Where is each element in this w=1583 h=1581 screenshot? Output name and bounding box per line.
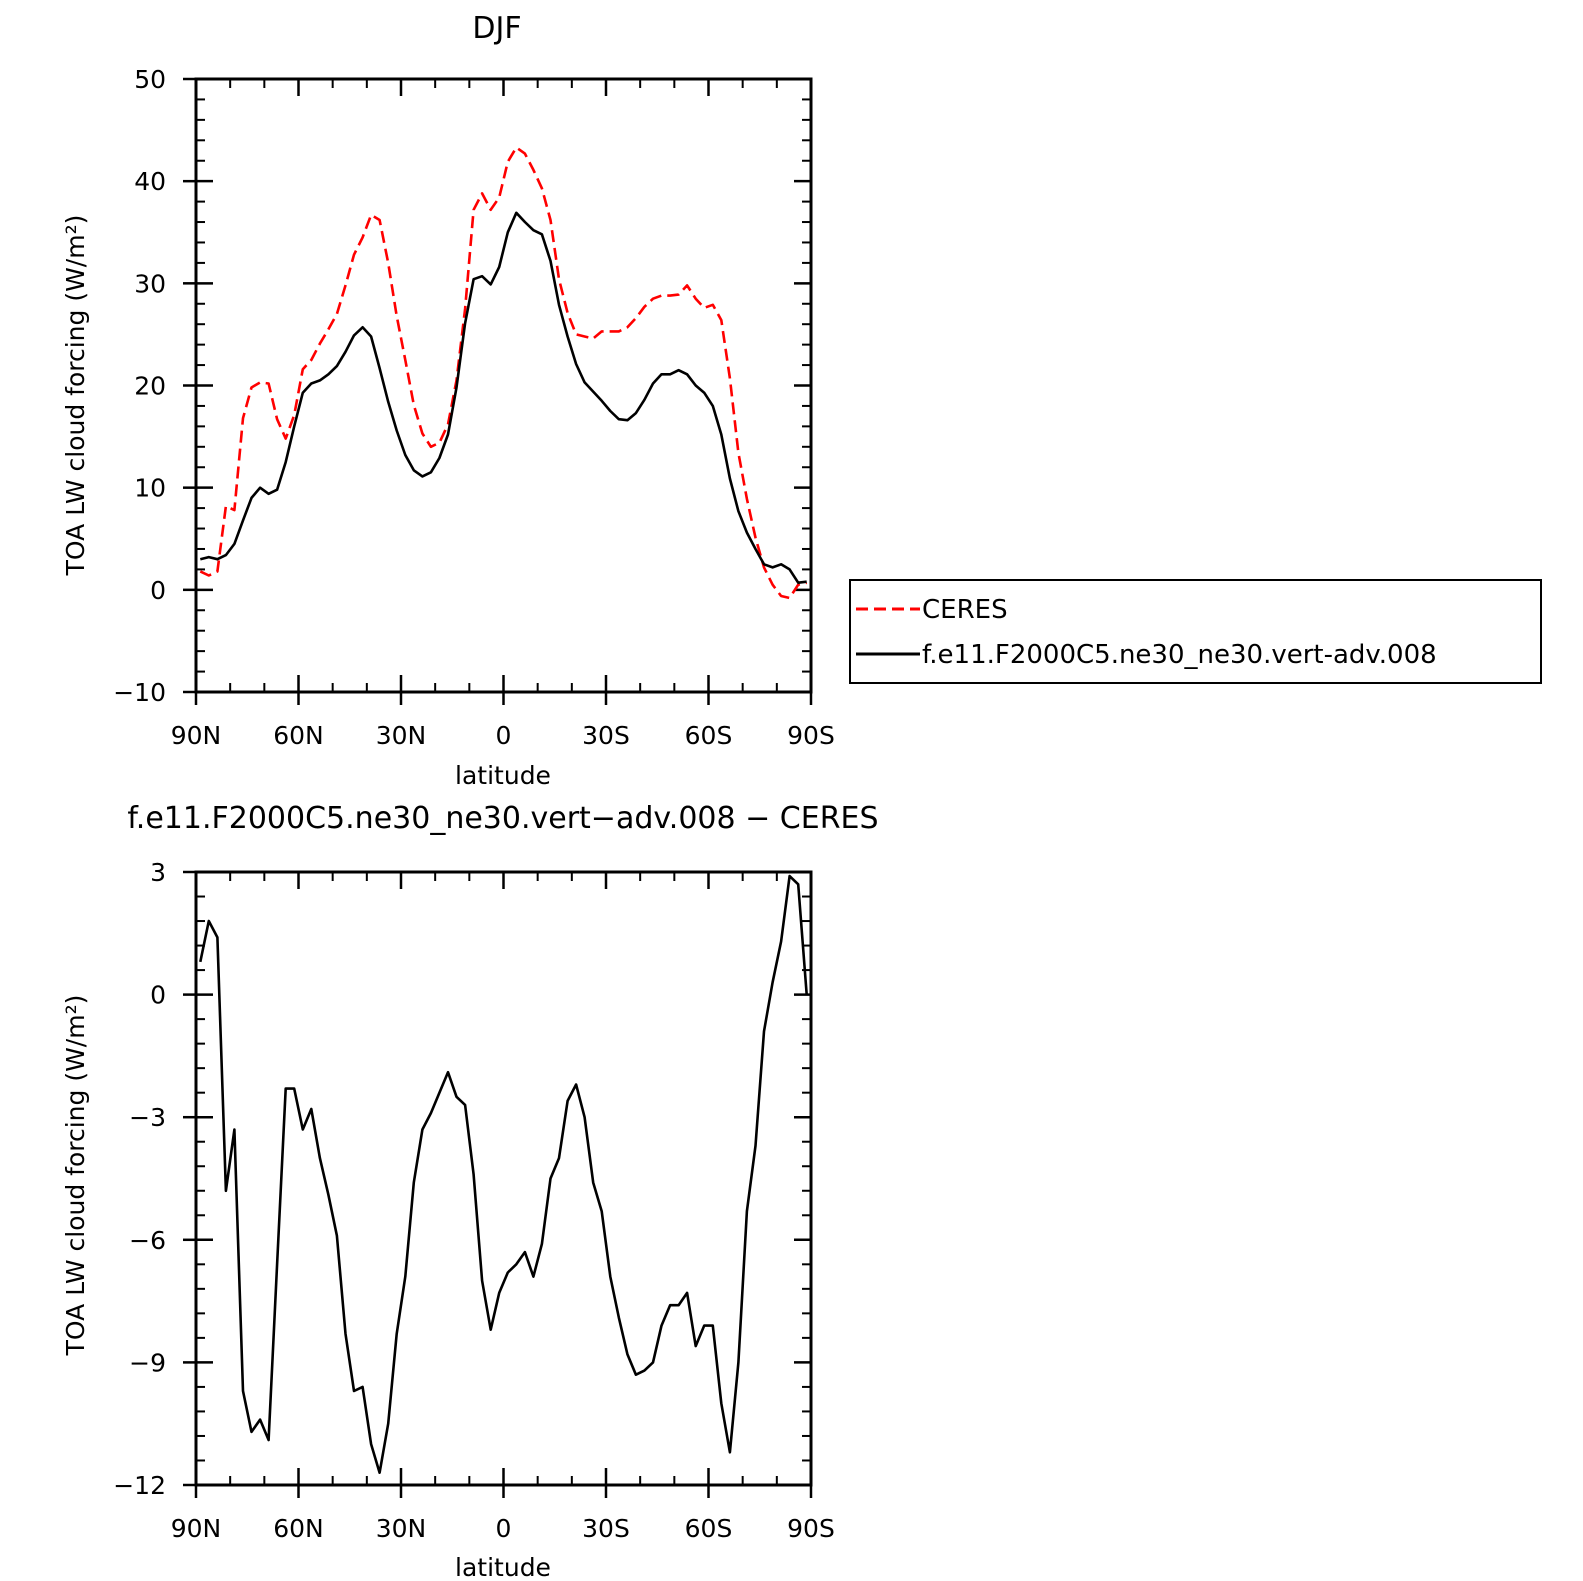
bottom-panel-difference: f.e11.F2000C5.ne30_ne30.vert−adv.008 − C… xyxy=(61,801,879,1581)
plot-frame xyxy=(194,870,813,1487)
legend-label-model: f.e11.F2000C5.ne30_ne30.vert-adv.008 xyxy=(922,640,1437,670)
x-tick-label: 60N xyxy=(273,1514,324,1543)
plot-frame xyxy=(194,77,813,694)
x-tick-label: 30S xyxy=(582,721,630,750)
x-axis-label: latitude xyxy=(455,761,551,790)
chart-title: DJF xyxy=(472,11,521,46)
legend-box xyxy=(849,579,1542,684)
x-tick-label: 60S xyxy=(685,1514,733,1543)
y-tick-label: 0 xyxy=(150,576,166,605)
x-tick-label: 0 xyxy=(496,1514,512,1543)
y-tick-label: 10 xyxy=(134,474,166,503)
x-tick-label: 30N xyxy=(376,1514,427,1543)
x-tick-label: 60N xyxy=(273,721,324,750)
y-axis-label: TOA LW cloud forcing (W/m²) xyxy=(61,995,90,1357)
y-tick-label: 50 xyxy=(134,65,166,94)
y-tick-label: 40 xyxy=(134,167,166,196)
y-tick-label: 30 xyxy=(134,269,166,298)
y-tick-label: −12 xyxy=(113,1471,166,1500)
top-panel-djf: DJF −10 0 10 20 30 40 50 90N 60N 30N 0 30S 60S 90S la… xyxy=(61,11,835,790)
x-axis-label: latitude xyxy=(455,1553,551,1581)
y-tick-label: −3 xyxy=(129,1103,166,1132)
plot-area: −10 0 10 20 30 40 50 90N 60N 30N 0 30S 60S 90S xyxy=(113,65,835,750)
difference-chart-title: f.e11.F2000C5.ne30_ne30.vert−adv.008 − C… xyxy=(127,801,878,836)
x-tick-label: 90S xyxy=(787,1514,835,1543)
x-tick-label: 90N xyxy=(171,1514,222,1543)
y-tick-label: 0 xyxy=(150,981,166,1010)
series-line-ceres xyxy=(199,146,807,600)
series-line-f-e11-f2000c5-ne30-ne30-vert-adv-008 xyxy=(199,211,807,585)
x-tick-label: 0 xyxy=(496,721,512,750)
series-line-difference xyxy=(199,874,808,1474)
y-axis-label: TOA LW cloud forcing (W/m²) xyxy=(61,215,90,577)
y-tick-label: 20 xyxy=(134,372,166,401)
x-tick-label: 30S xyxy=(582,1514,630,1543)
y-tick-label: −9 xyxy=(129,1348,166,1377)
legend-label-ceres: CERES xyxy=(922,595,1008,625)
y-tick-label: −10 xyxy=(113,678,166,707)
legend: CERES f.e11.F2000C5.ne30_ne30.vert-adv.0… xyxy=(849,579,1542,684)
x-tick-label: 60S xyxy=(685,721,733,750)
y-tick-label: 3 xyxy=(150,858,166,887)
x-tick-label: 90S xyxy=(787,721,835,750)
y-tick-label: −6 xyxy=(129,1226,166,1255)
x-tick-label: 90N xyxy=(171,721,222,750)
plot-area: −12 −9 −6 −3 0 3 90N 60N 30N 0 30S 60S 90S xyxy=(113,858,835,1543)
x-tick-label: 30N xyxy=(376,721,427,750)
